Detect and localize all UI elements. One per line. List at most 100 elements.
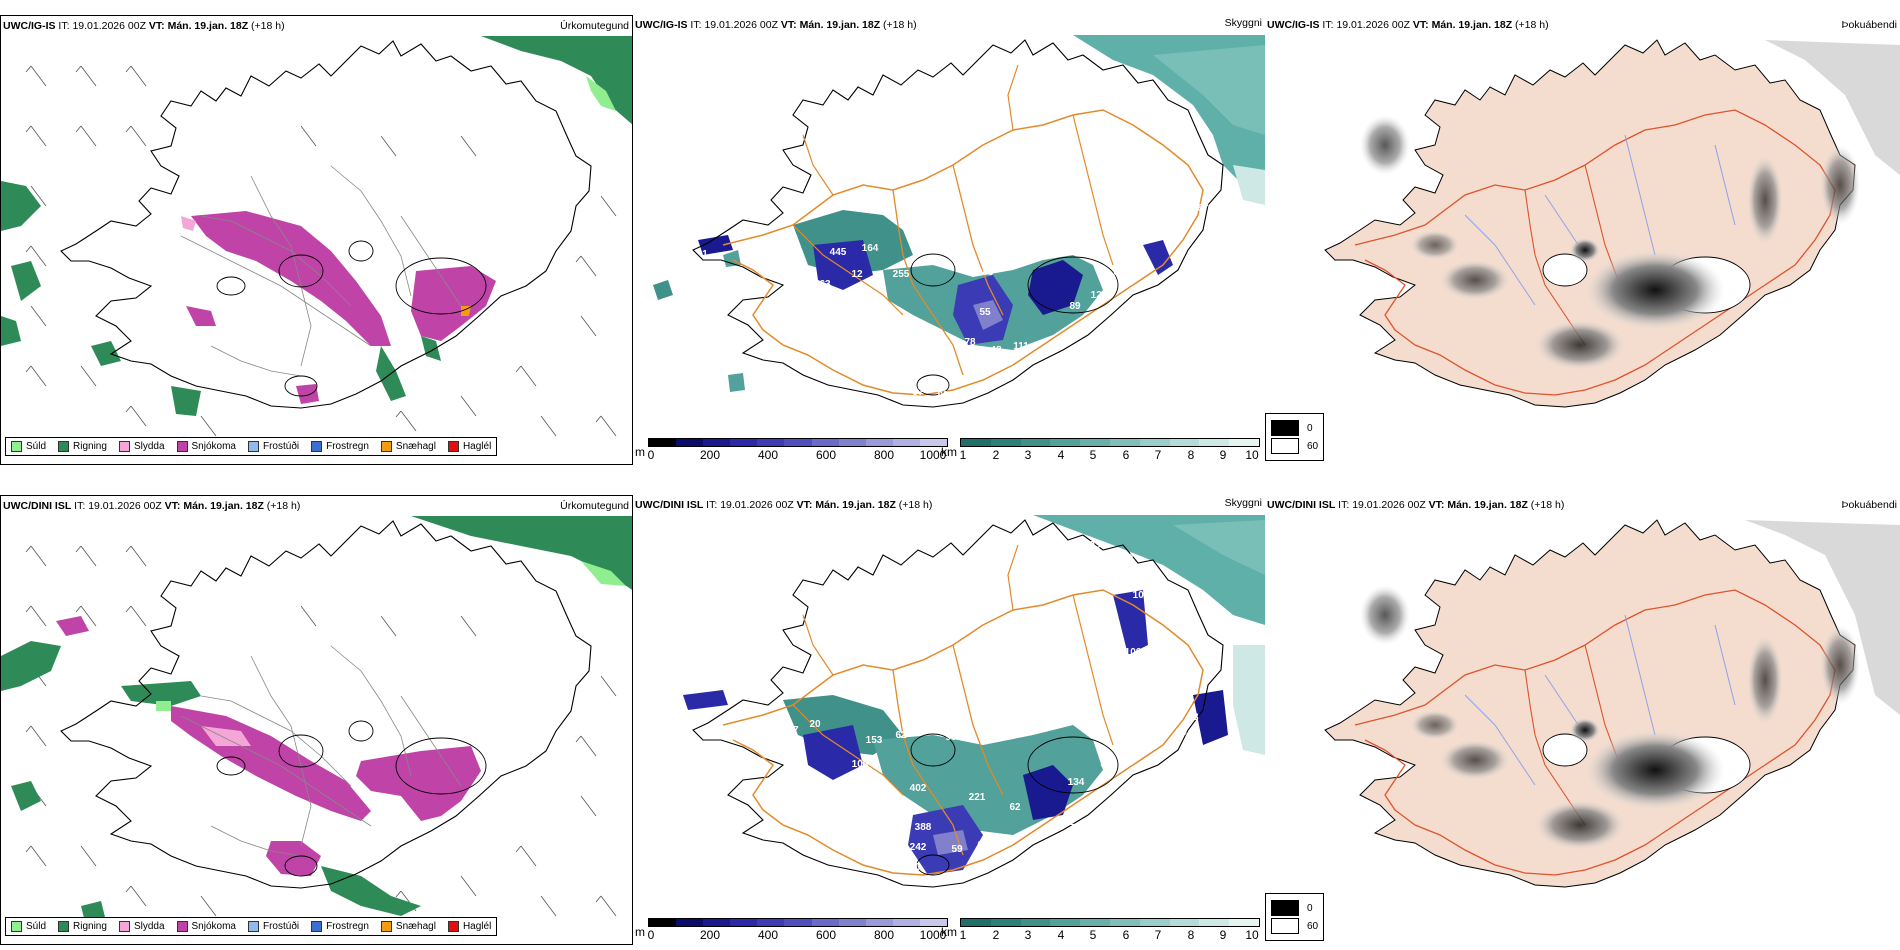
colorbar-segment — [649, 439, 677, 446]
legend-swatch — [176, 921, 188, 932]
colorbar-tick: 8 — [1187, 448, 1195, 462]
legend-swatch — [11, 921, 22, 932]
legend-swatch — [247, 441, 259, 452]
colorbar-segment — [676, 919, 704, 926]
colorbar-segment — [1020, 439, 1051, 446]
legend-swatch — [11, 441, 22, 452]
cloud-label: 127 — [1091, 290, 1108, 301]
colorbar-tick: 400 — [757, 928, 779, 942]
panel-title: UWC/DINI ISL IT: 19.01.2026 00Z VT: Mán.… — [3, 500, 301, 512]
legend-item: Rigning — [58, 441, 107, 452]
legend-item: Snæhagl — [380, 441, 436, 452]
colorbar-tick: 9 — [1219, 928, 1227, 942]
fog-legend-item: 0 — [1271, 900, 1318, 916]
panel-title: UWC/DINI ISL IT: 19.01.2026 00Z VT: Mán.… — [635, 499, 933, 511]
legend-item: Snjókoma — [176, 921, 236, 932]
colorbar-tick: 4 — [1057, 448, 1065, 462]
colorbar-segment — [1020, 919, 1051, 926]
cloud-label: 103 — [1084, 540, 1101, 551]
colorbar-segment — [919, 919, 948, 926]
cloud-label: 221 — [969, 792, 986, 803]
cloud-label: 86 — [1167, 167, 1179, 178]
colorbar-segment — [838, 439, 866, 446]
legend-item: Frostregn — [311, 921, 369, 932]
cloud-label: 134 — [1068, 777, 1085, 788]
legend-item: Snjókoma — [176, 441, 236, 452]
cloud-label: 70 — [1172, 697, 1184, 708]
precip-type-legend: Súld Rigning Slydda Snjókoma Frostúði Fr… — [5, 917, 498, 936]
fog-swatch — [1271, 918, 1299, 934]
colorbar-tick: 6 — [1122, 928, 1130, 942]
cloud-label: 65 — [999, 834, 1011, 845]
fog-map — [1265, 15, 1900, 465]
legend-swatch — [58, 441, 70, 452]
cloud-label: 86 — [1187, 185, 1199, 196]
legend-swatch — [118, 441, 130, 452]
cloud-label: 164 — [862, 243, 879, 254]
cloud-label: 69 — [1104, 639, 1116, 650]
colorbar-segment — [838, 919, 866, 926]
colorbar-tick: 1 — [959, 928, 967, 942]
colorbar-segment — [990, 439, 1021, 446]
visibility-colorbar: km 1 2 3 4 5 6 7 8 9 10 — [941, 918, 1260, 942]
panel-name: Þokuábendi — [1841, 499, 1897, 511]
colorbar-segment — [1169, 439, 1200, 446]
cloud-label: 59 — [951, 844, 963, 855]
cloud-label: 87 — [1197, 203, 1209, 214]
panel-title: UWC/IG-IS IT: 19.01.2026 00Z VT: Mán. 19… — [3, 20, 285, 32]
colorbar-segment — [990, 919, 1021, 926]
cloud-label: 80 — [909, 862, 921, 873]
cloud-label: 106 — [1125, 647, 1142, 658]
cloud-label: 42 — [1063, 817, 1075, 828]
colorbar-segment — [1080, 919, 1110, 926]
colorbar-strip — [648, 438, 948, 447]
colorbar-tick: 7 — [1154, 928, 1162, 942]
colorbar-strip — [960, 438, 1260, 447]
colorbar-ticks: 1 2 3 4 5 6 7 8 9 10 — [959, 927, 1260, 942]
colorbar-ticks: 1 2 3 4 5 6 7 8 9 10 — [959, 447, 1260, 462]
cloud-label: 255 — [893, 269, 910, 280]
cloud-label: 402 — [910, 783, 927, 794]
fog-legend-item: 60 — [1271, 438, 1318, 454]
colorbar-segment — [1229, 439, 1259, 446]
colorbar-segment — [892, 439, 920, 446]
cloud-label: 119 — [1097, 597, 1114, 608]
cloud-label: 62 — [895, 730, 907, 741]
cloud-label: 22 — [925, 243, 937, 254]
colorbar-segment — [649, 919, 677, 926]
cloud-label: 12 — [851, 269, 863, 280]
colorbar-segment — [1109, 919, 1140, 926]
cloud-visibility-panel-bottom: UWC/DINI ISL IT: 19.01.2026 00Z VT: Mán.… — [633, 495, 1265, 945]
colorbar-segment — [730, 439, 758, 446]
panel-title: UWC/IG-IS IT: 19.01.2026 00Z VT: Mán. 19… — [635, 19, 917, 31]
colorbar-tick: 1000 — [919, 928, 947, 942]
cloud-label: 88 — [1147, 695, 1159, 706]
colorbar-segment — [1080, 439, 1110, 446]
cloud-visibility-panel-top: UWC/IG-IS IT: 19.01.2026 00Z VT: Mán. 19… — [633, 15, 1265, 465]
colorbar-tick: 600 — [815, 448, 837, 462]
fog-swatch — [1271, 900, 1299, 916]
legend-item: Rigning — [58, 921, 107, 932]
colorbar-tick: 1 — [959, 448, 967, 462]
cloud-label: 487 — [1095, 624, 1112, 635]
cloud-labels-top: 44 1 12 41 445 164 22 63 12 255 183 55 7… — [667, 64, 1209, 401]
cloud-label: 51 — [1123, 552, 1135, 563]
cloud-label: 76 — [699, 712, 711, 723]
colorbar-segment — [1050, 439, 1081, 446]
cloud-label: 85 — [1113, 267, 1125, 278]
colorbar-unit: km — [941, 445, 957, 459]
cloud-label: 153 — [866, 735, 883, 746]
cloud-label: 17 — [787, 725, 799, 736]
legend-swatch — [247, 921, 259, 932]
cloud-label: 20 — [809, 719, 821, 730]
colorbar-tick: 2 — [992, 448, 1000, 462]
colorbar-tick: 4 — [1057, 928, 1065, 942]
colorbar-unit: km — [941, 925, 957, 939]
colorbar-tick: 400 — [757, 448, 779, 462]
colorbar-unit: m — [635, 445, 645, 459]
legend-item: Frostregn — [311, 441, 369, 452]
visibility-colorbar: km 1 2 3 4 5 6 7 8 9 10 — [941, 438, 1260, 462]
colorbar-strip — [960, 918, 1260, 927]
cloud-label: 29 — [784, 307, 796, 318]
fog-swatch — [1271, 438, 1299, 454]
